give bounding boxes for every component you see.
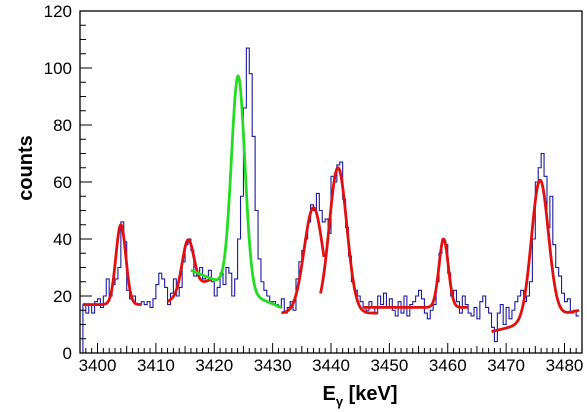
x-tick-labels: 3400 3410 3420 3430 3440 3450 3460 3470 3480 (79, 356, 584, 375)
x-tick-label: 3450 (370, 356, 408, 375)
histogram-layer (80, 47, 580, 353)
x-tick-label: 3470 (487, 356, 525, 375)
fit-curve-peak-3437 (280, 206, 326, 315)
fit-curves-layer (81, 74, 580, 333)
x-axis-title: Eγ [keV] (322, 383, 397, 409)
x-tick-label: 3420 (195, 356, 233, 375)
x-tick-label: 3460 (429, 356, 467, 375)
x-tick-label: 3440 (312, 356, 350, 375)
axis-ticks (79, 10, 583, 354)
fit-curve-peak-3404 (81, 223, 143, 306)
y-tick-label: 100 (44, 59, 72, 78)
x-axis-unit: [keV] (343, 383, 397, 405)
y-axis-title: counts (15, 135, 37, 201)
x-axis-subscript: γ (336, 394, 344, 409)
fit-curve-peak-3415 (166, 238, 213, 303)
y-tick-labels: 0 20 40 60 80 100 120 (44, 2, 72, 363)
y-tick-label: 40 (53, 230, 72, 249)
x-tick-label: 3480 (546, 356, 584, 375)
y-tick-label: 120 (44, 2, 72, 21)
y-tick-label: 0 (63, 344, 72, 363)
x-axis-label: E (322, 383, 335, 405)
fit-curve-peak-3476 (490, 178, 580, 333)
x-tick-label: 3400 (79, 356, 117, 375)
y-tick-label: 60 (53, 173, 72, 192)
y-tick-label: 80 (53, 116, 72, 135)
y-tick-label: 20 (53, 287, 72, 306)
fit-curve-peak-3441 (319, 166, 379, 315)
x-tick-label: 3430 (254, 356, 292, 375)
x-tick-label: 3410 (137, 356, 175, 375)
fit-curve-peak-3459 (362, 237, 469, 309)
fit-curve-peak-3424 (190, 74, 283, 309)
histogram-line (80, 47, 580, 353)
